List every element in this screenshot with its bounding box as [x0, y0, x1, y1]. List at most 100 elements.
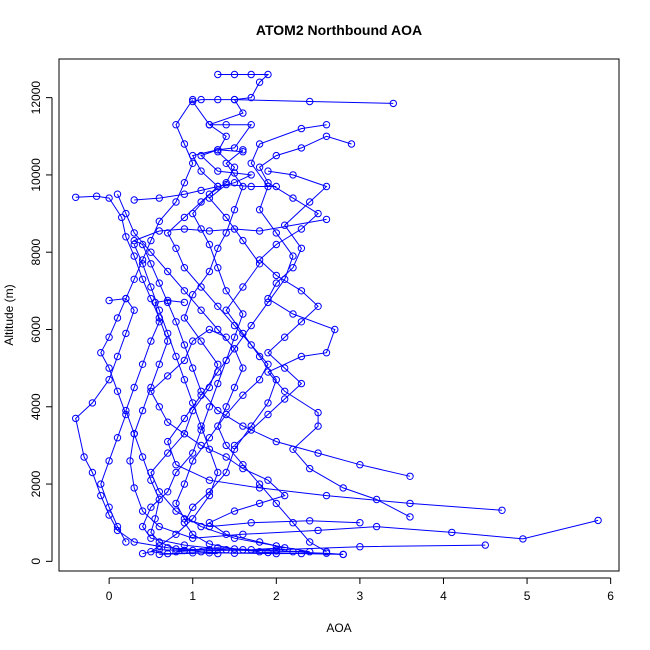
- data-point: [314, 526, 322, 535]
- data-point: [222, 179, 230, 187]
- data-point: [205, 121, 214, 129]
- series-line: [167, 124, 503, 511]
- series-9: [130, 70, 272, 204]
- data-point: [322, 215, 331, 224]
- data-point: [180, 140, 189, 148]
- data-point: [164, 488, 172, 496]
- data-point: [289, 519, 297, 527]
- data-point: [230, 383, 239, 392]
- data-point: [314, 408, 322, 417]
- data-point: [214, 468, 222, 477]
- data-point: [281, 275, 289, 283]
- data-point: [314, 302, 322, 310]
- data-point: [97, 480, 105, 488]
- series-7: [122, 296, 347, 559]
- data-point: [214, 95, 222, 104]
- y-axis: 0 2000 4000 6000 8000 10000 12000: [29, 81, 53, 565]
- data-point: [281, 491, 289, 500]
- data-point: [255, 206, 264, 214]
- x-tick-label: 0: [106, 589, 113, 603]
- data-point: [172, 198, 180, 206]
- data-point: [372, 495, 381, 504]
- data-point: [105, 296, 113, 305]
- data-point: [164, 329, 172, 338]
- data-point: [105, 457, 113, 465]
- data-point: [138, 549, 147, 558]
- data-point: [172, 461, 180, 469]
- data-point: [230, 163, 239, 171]
- data-point: [113, 352, 122, 361]
- data-point: [197, 387, 205, 395]
- data-point: [97, 491, 105, 500]
- data-point: [297, 225, 306, 233]
- data-point: [297, 379, 306, 388]
- data-point: [255, 78, 264, 86]
- series-2: [72, 294, 489, 555]
- data-point: [155, 217, 164, 226]
- data-point: [356, 519, 364, 527]
- data-point: [205, 476, 214, 484]
- data-point: [314, 209, 322, 218]
- data-point: [172, 548, 180, 556]
- data-point: [180, 356, 189, 365]
- data-point: [172, 121, 180, 129]
- data-point: [113, 190, 122, 198]
- data-point: [138, 256, 147, 264]
- data-point: [180, 541, 189, 549]
- data-point: [230, 333, 239, 341]
- data-point: [147, 503, 155, 511]
- data-point: [205, 519, 214, 527]
- data-point: [222, 287, 230, 295]
- data-point: [498, 506, 506, 514]
- data-point: [222, 403, 230, 411]
- data-point: [264, 70, 272, 79]
- series-5: [264, 167, 414, 521]
- y-tick-label: 10000: [29, 158, 43, 192]
- data-point: [138, 453, 147, 461]
- data-point: [289, 194, 297, 202]
- data-point: [239, 464, 247, 473]
- data-point: [214, 302, 222, 310]
- data-point: [222, 441, 230, 450]
- data-point: [306, 97, 314, 106]
- data-point: [322, 182, 331, 191]
- x-axis-label: AOA: [326, 621, 351, 635]
- data-point: [230, 534, 239, 542]
- data-point: [147, 260, 155, 268]
- data-point: [222, 468, 230, 477]
- chart-title: ATOM2 Northbound AOA: [256, 22, 422, 38]
- data-point: [264, 298, 272, 307]
- data-point: [214, 549, 222, 558]
- series-13: [97, 95, 197, 546]
- data-point: [172, 318, 180, 326]
- data-point: [247, 321, 255, 330]
- data-point: [88, 399, 97, 407]
- data-point: [197, 151, 205, 160]
- data-point: [205, 434, 214, 442]
- data-point: [180, 430, 189, 438]
- data-point: [189, 530, 197, 538]
- data-point: [147, 248, 155, 256]
- series-15: [138, 325, 289, 558]
- data-point: [189, 449, 197, 457]
- data-point: [164, 544, 172, 552]
- data-point: [264, 294, 272, 303]
- data-point: [130, 538, 138, 546]
- data-point: [164, 372, 172, 380]
- data-point: [247, 422, 255, 430]
- x-tick-label: 4: [440, 589, 447, 603]
- data-point: [214, 167, 222, 175]
- data-point: [189, 399, 197, 407]
- data-point: [147, 468, 155, 477]
- data-point: [306, 517, 314, 525]
- data-point: [197, 441, 205, 450]
- data-point: [272, 151, 280, 160]
- data-point: [180, 314, 189, 322]
- data-point: [239, 148, 247, 156]
- data-point: [406, 513, 414, 521]
- data-point: [272, 376, 280, 384]
- data-point: [189, 534, 197, 542]
- data-point: [214, 146, 222, 154]
- data-point: [230, 95, 239, 104]
